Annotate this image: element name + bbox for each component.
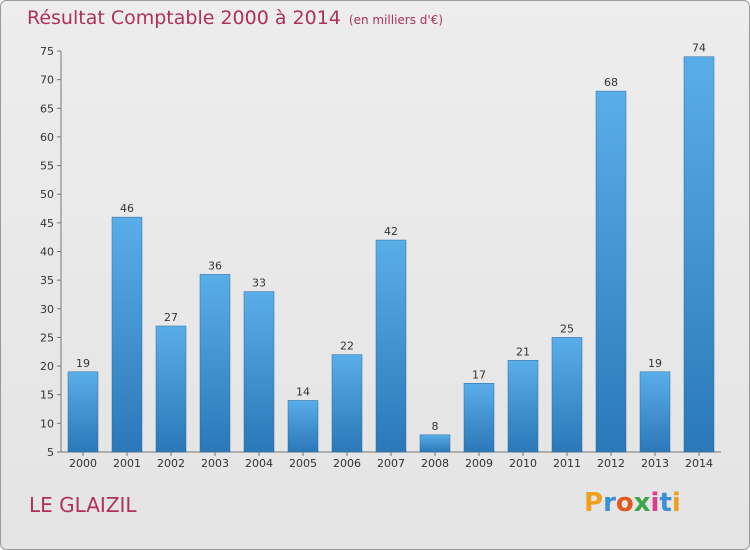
chart-subtitle: (en milliers d'€): [348, 13, 444, 27]
data-label-2004: 33: [252, 277, 266, 290]
bar-2003: [199, 274, 231, 453]
data-label-2003: 36: [208, 259, 222, 272]
bar-2010: [507, 360, 539, 453]
data-label-2009: 17: [472, 368, 486, 381]
y-tick-label: 75: [40, 45, 54, 58]
x-tick-label: 2014: [685, 457, 713, 470]
logo-letter: i: [650, 488, 660, 518]
data-label-2008: 8: [432, 420, 439, 433]
bar-2008: [419, 434, 451, 453]
bar-2001: [111, 216, 143, 453]
commune-name: LE GLAIZIL: [29, 493, 137, 517]
y-tick-label: 65: [40, 102, 54, 115]
y-tick-label: 45: [40, 217, 54, 230]
y-tick-label: 10: [40, 417, 54, 430]
data-label-2002: 27: [164, 311, 178, 324]
x-tick-label: 2001: [113, 457, 141, 470]
bar-2004: [243, 291, 275, 453]
x-tick-label: 2008: [421, 457, 449, 470]
y-tick-label: 25: [40, 331, 54, 344]
bar-2002: [155, 325, 187, 453]
data-label-2006: 22: [340, 340, 354, 353]
x-tick-label: 2012: [597, 457, 625, 470]
x-tick-label: 2011: [553, 457, 581, 470]
y-tick-label: 5: [47, 446, 54, 459]
logo-letter: o: [615, 488, 634, 518]
logo-letter: P: [584, 488, 604, 518]
x-tick-label: 2005: [289, 457, 317, 470]
bar-2000: [67, 371, 99, 453]
bar-2006: [331, 354, 363, 453]
x-tick-label: 2000: [69, 457, 97, 470]
x-tick-label: 2006: [333, 457, 361, 470]
x-tick-label: 2004: [245, 457, 273, 470]
x-tick-label: 2003: [201, 457, 229, 470]
chart-data-labels: 19 46 27 36 33 14 22 42 8 17 21 25 68 19 74: [76, 42, 706, 433]
bar-2011: [551, 337, 583, 453]
y-tick-label: 20: [40, 360, 54, 373]
data-label-2000: 19: [76, 357, 90, 370]
bar-2012: [595, 90, 627, 453]
logo-letter: r: [603, 488, 616, 518]
chart-title-text: Résultat Comptable 2000 à 2014: [27, 7, 341, 29]
bar-2005: [287, 400, 319, 453]
bar-2009: [463, 383, 495, 453]
data-label-2014: 74: [692, 42, 706, 55]
data-label-2001: 46: [120, 202, 134, 215]
y-tick-label: 60: [40, 131, 54, 144]
y-tick-label: 30: [40, 303, 54, 316]
y-tick-label: 40: [40, 246, 54, 259]
data-label-2007: 42: [384, 225, 398, 238]
x-tick-label: 2010: [509, 457, 537, 470]
y-tick-label: 55: [40, 160, 54, 173]
bar-2013: [639, 371, 671, 453]
x-tick-label: 2007: [377, 457, 405, 470]
logo-letter: x: [633, 488, 651, 518]
y-tick-label: 50: [40, 188, 54, 201]
logo-letter: i: [671, 488, 681, 518]
proxiti-logo: Proxiti: [584, 488, 681, 518]
logo-letter: t: [659, 488, 672, 518]
x-tick-label: 2002: [157, 457, 185, 470]
x-tick-label: 2013: [641, 457, 669, 470]
data-label-2005: 14: [296, 385, 310, 398]
x-tick-label: 2009: [465, 457, 493, 470]
y-tick-label: 70: [40, 74, 54, 87]
y-tick-label: 15: [40, 389, 54, 402]
chart-title: Résultat Comptable 2000 à 2014 (en millie…: [27, 7, 443, 29]
bar-2014: [683, 56, 715, 453]
data-label-2013: 19: [648, 357, 662, 370]
bar-2007: [375, 239, 407, 453]
y-tick-label: 35: [40, 274, 54, 287]
data-label-2011: 25: [560, 322, 574, 335]
chart-bars: [67, 56, 715, 453]
data-label-2010: 21: [516, 345, 530, 358]
data-label-2012: 68: [604, 76, 618, 89]
